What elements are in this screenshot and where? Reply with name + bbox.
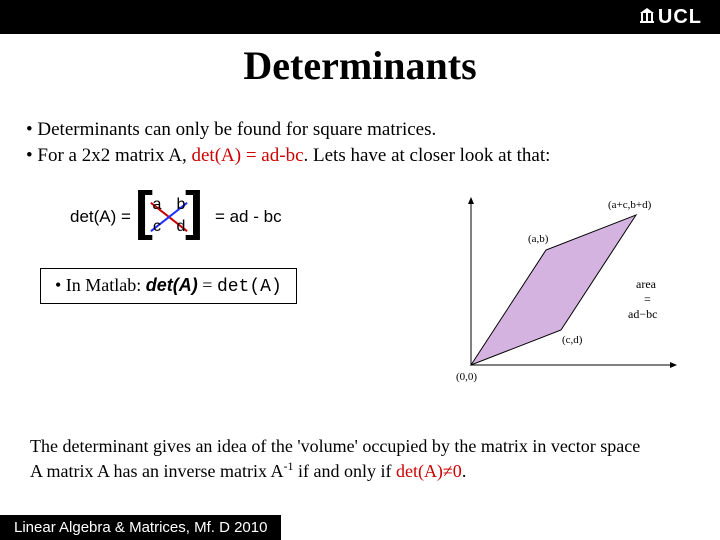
bullet-2-post: . Lets have at closer look at that:	[304, 145, 551, 166]
footer-text: The determinant gives an idea of the 'vo…	[30, 434, 640, 484]
footer-l2-red: det(A)≠0	[396, 461, 462, 481]
bullet-1: • Determinants can only be found for squ…	[26, 117, 720, 143]
cell-a: a	[148, 196, 166, 216]
bullet-2: • For a 2x2 matrix A, det(A) = ad-bc. Le…	[26, 143, 720, 169]
footer-l2-pre: A matrix A has an inverse matrix A	[30, 461, 283, 481]
footer-l2-sup: -1	[283, 459, 293, 473]
parallelogram-diagram: (0,0) (a,b) (c,d) (a+c,b+d) area = ad−bc	[456, 190, 686, 390]
cell-b: b	[172, 196, 190, 216]
lbl-sum: (a+c,b+d)	[608, 199, 652, 211]
page-title: Determinants	[0, 42, 720, 89]
footer-line2: A matrix A has an inverse matrix A-1 if …	[30, 458, 640, 483]
ucl-logo: UCL	[640, 6, 702, 29]
lbl-area-eq: =	[644, 292, 651, 306]
lbl-area1: area	[636, 277, 657, 291]
matrix: [ ] a b c d	[141, 192, 197, 242]
bullet-list: • Determinants can only be found for squ…	[26, 117, 720, 168]
matlab-mono: det(A)	[217, 277, 282, 297]
bullet-2-pre: • For a 2x2 matrix A,	[26, 145, 192, 166]
lbl-area2: ad−bc	[628, 307, 657, 321]
footer-l2-post: .	[462, 461, 467, 481]
lbl-ab: (a,b)	[528, 233, 549, 245]
formula-result: = ad - bc	[215, 207, 282, 227]
matlab-ital: det(A)	[146, 275, 198, 295]
ucl-text: UCL	[658, 6, 702, 29]
cell-d: d	[172, 218, 190, 238]
footer-line1: The determinant gives an idea of the 'vo…	[30, 434, 640, 458]
matrix-cells: a b c d	[148, 196, 190, 238]
portico-icon	[640, 8, 654, 26]
matlab-box: • In Matlab: det(A) = det(A)	[40, 268, 297, 304]
matlab-eq: =	[198, 275, 217, 295]
cell-c: c	[148, 218, 166, 238]
bullet-2-red: det(A) = ad-bc	[192, 145, 304, 166]
matlab-pre: • In Matlab:	[55, 275, 146, 295]
deta-label: det(A) =	[70, 207, 131, 227]
lbl-cd: (c,d)	[562, 334, 583, 346]
lbl-origin: (0,0)	[456, 371, 477, 383]
formula-left: det(A) = [ ] a b c d = ad - bc	[70, 192, 282, 242]
top-bar: UCL	[0, 0, 720, 34]
footer-l2-mid: if and only if	[293, 461, 395, 481]
bottom-bar: Linear Algebra & Matrices, Mf. D 2010	[0, 515, 281, 540]
